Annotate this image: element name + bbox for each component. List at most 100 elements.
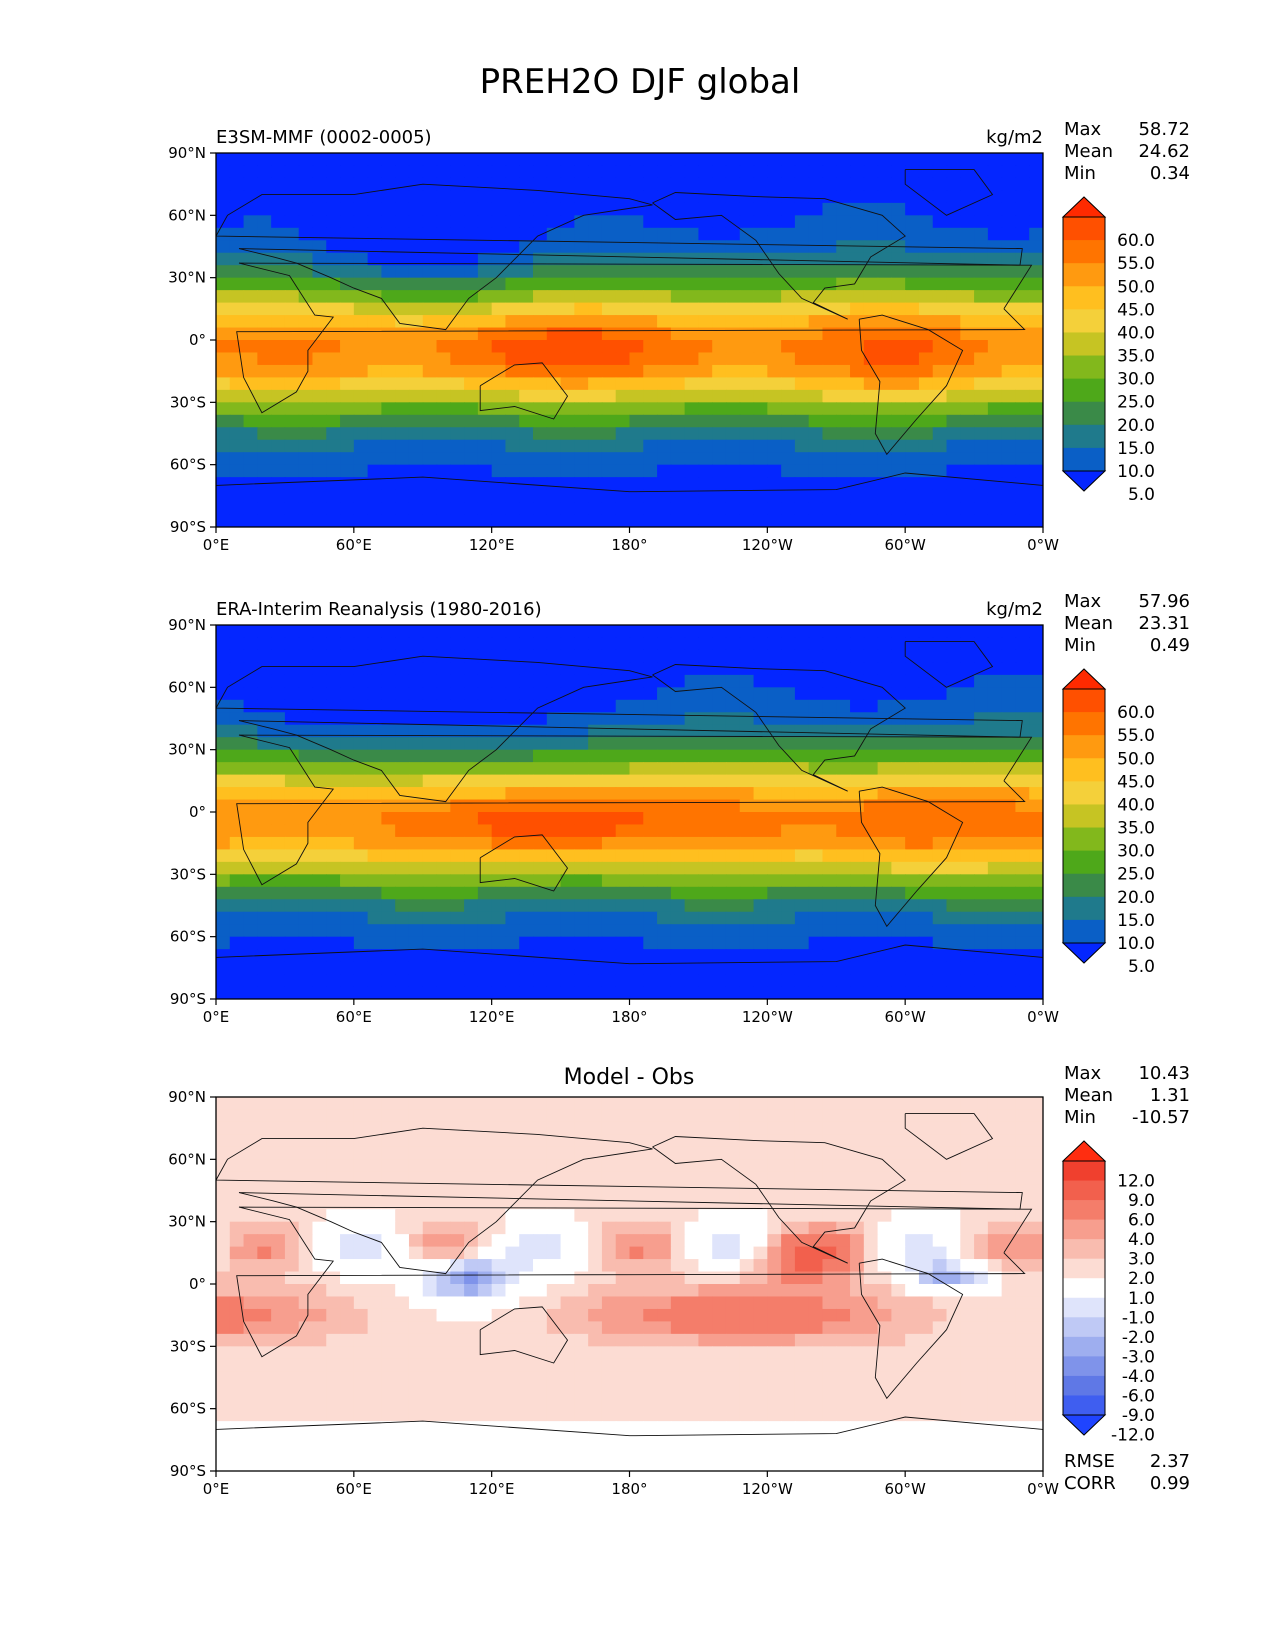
field-cell [312,177,327,191]
field-cell [712,787,727,801]
field-cell [1001,215,1017,229]
field-cell [643,749,658,763]
field-cell [781,1246,796,1260]
field-cell [519,340,534,354]
field-cell [491,662,507,676]
field-cell [918,687,934,701]
field-cell [436,452,451,466]
field-cell [808,1146,824,1160]
field-cell [918,737,934,751]
field-cell [836,1333,851,1347]
field-cell [918,774,934,788]
field-cell [767,1184,782,1198]
field-cell [932,787,948,801]
field-cell [960,861,975,875]
field-cell [271,1134,286,1148]
field-cell [229,1221,245,1235]
field-cell [670,227,686,241]
field-cell [367,277,382,291]
field-cell [891,724,906,738]
field-cell [946,1246,961,1260]
field-cell [960,787,975,801]
field-cell [781,874,796,888]
field-cell [298,936,314,950]
field-cell [808,911,824,925]
field-cell [491,1146,507,1160]
field-cell [932,699,948,713]
field-cell [229,1246,245,1260]
field-cell [229,625,245,639]
field-cell [588,1121,603,1135]
field-cell [753,439,768,453]
field-cell [781,452,796,466]
field-cell [367,202,382,216]
field-cell [863,712,879,726]
field-cell [1029,153,1043,167]
field-cell [408,849,424,863]
field-cell [422,227,438,241]
field-cell [1001,737,1017,751]
field-cell [960,464,975,478]
field-cell [905,949,920,963]
field-cell [808,687,824,701]
field-cell [340,364,355,378]
field-cell [725,427,741,441]
field-cell [464,1296,479,1310]
field-cell [395,302,410,316]
field-cell [905,1259,920,1273]
field-cell [284,799,300,813]
field-cell [395,452,410,466]
field-cell [629,861,644,875]
field-cell [216,724,231,738]
field-cell [257,1234,272,1248]
field-cell [946,1209,961,1223]
field-cell [629,836,644,850]
field-cell [1015,1121,1030,1135]
field-cell [574,402,589,416]
field-cell [588,1333,603,1347]
field-cell [643,1234,658,1248]
field-cell [794,227,810,241]
field-cell [643,1246,658,1260]
field-cell [298,836,314,850]
field-cell [408,699,424,713]
field-cell [436,625,451,639]
field-cell [326,240,341,254]
field-cell [326,1097,341,1111]
field-cell [684,1296,700,1310]
field-cell [271,911,286,925]
field-cell [725,961,741,975]
field-cell [670,799,686,813]
field-cell [312,439,327,453]
field-cell [684,974,700,988]
field-cell [698,1346,713,1360]
field-cell [367,662,382,676]
colorbar-segment [1063,896,1105,921]
field-cell [684,861,700,875]
panel-diff: Model - Obs 0°E 60°E 120°E 180° 120°W 60°W 0°W… [168,1063,1190,1498]
field-cell [560,265,575,279]
field-cell [436,649,451,663]
field-cell [422,489,438,503]
field-cell [629,1159,644,1173]
field-cell [657,464,672,478]
field-cell [353,177,369,191]
field-cell [353,240,369,254]
field-cell [395,949,410,963]
field-cell [601,637,617,651]
field-cell [850,277,865,291]
field-cell [877,961,892,975]
field-cell [519,464,534,478]
field-cell [739,364,755,378]
field-cell [753,812,768,826]
field-cell [1029,1109,1043,1123]
field-cell [657,340,672,354]
field-cell [698,749,713,763]
field-cell [753,1221,768,1235]
field-cell [464,1171,479,1185]
field-cell [1015,986,1030,999]
field-cell [767,315,782,329]
field-cell [408,737,424,751]
field-cell [367,427,382,441]
field-cell [863,177,879,191]
